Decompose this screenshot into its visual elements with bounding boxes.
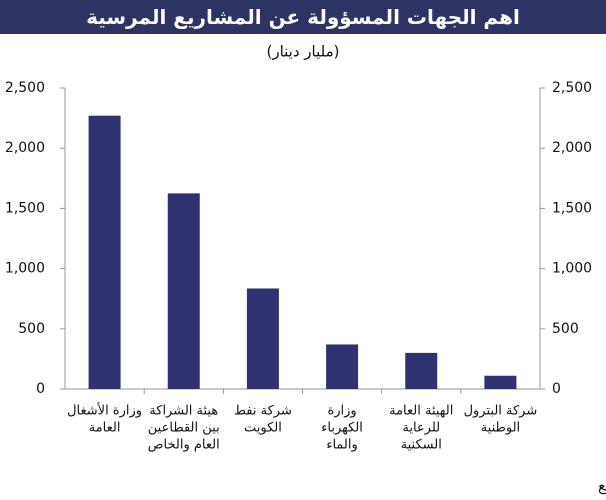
chart-title: اهم الجهات المسؤولة عن المشاريع المرسية xyxy=(0,0,606,34)
x-tick-label: الوطنية xyxy=(481,421,520,436)
y2-tick-label: 1,500 xyxy=(552,200,592,216)
bar xyxy=(326,344,359,389)
x-tick-label: والماء xyxy=(326,438,357,453)
x-tick-label: العامة xyxy=(89,421,121,436)
x-tick-label: شركة البترول xyxy=(464,404,538,419)
x-tick-label: الكهرباء xyxy=(321,421,363,436)
x-tick-label: الكويت xyxy=(244,421,282,436)
bar xyxy=(405,352,438,389)
y2-tick-label: 500 xyxy=(552,321,579,337)
y-tick-label: 2,000 xyxy=(5,140,45,156)
x-tick-label: بين القطاعين xyxy=(148,421,220,436)
x-tick-label: للرعاية xyxy=(402,421,440,436)
bar xyxy=(88,115,121,389)
x-tick-label: الهيئة العامة xyxy=(389,404,453,419)
x-tick-label: شركة نفط xyxy=(234,404,292,419)
y-tick-label: 1,000 xyxy=(5,261,45,277)
x-tick-label: وزارة xyxy=(327,404,356,419)
y2-tick-label: 0 xyxy=(552,381,561,397)
y-tick-label: 500 xyxy=(18,321,45,337)
chart-subtitle: (مليار دينار) xyxy=(266,43,339,61)
x-tick-label: العام والخاص xyxy=(148,438,220,453)
bar xyxy=(167,193,200,389)
y-tick-label: 2,500 xyxy=(5,80,45,96)
source: المصدر: ميد للمشاريع xyxy=(598,477,606,495)
x-tick-label: السكنية xyxy=(401,438,442,453)
y-tick-label: 1,500 xyxy=(5,200,45,216)
bar xyxy=(246,288,279,389)
y2-tick-label: 2,500 xyxy=(552,80,592,96)
x-tick-label: وزارة الأشغال xyxy=(67,402,142,419)
y2-tick-label: 2,000 xyxy=(552,140,592,156)
y2-tick-label: 1,000 xyxy=(552,261,592,277)
y-tick-label: 0 xyxy=(36,381,45,397)
bar xyxy=(484,375,517,389)
x-tick-label: هيئة الشراكة xyxy=(149,404,218,419)
